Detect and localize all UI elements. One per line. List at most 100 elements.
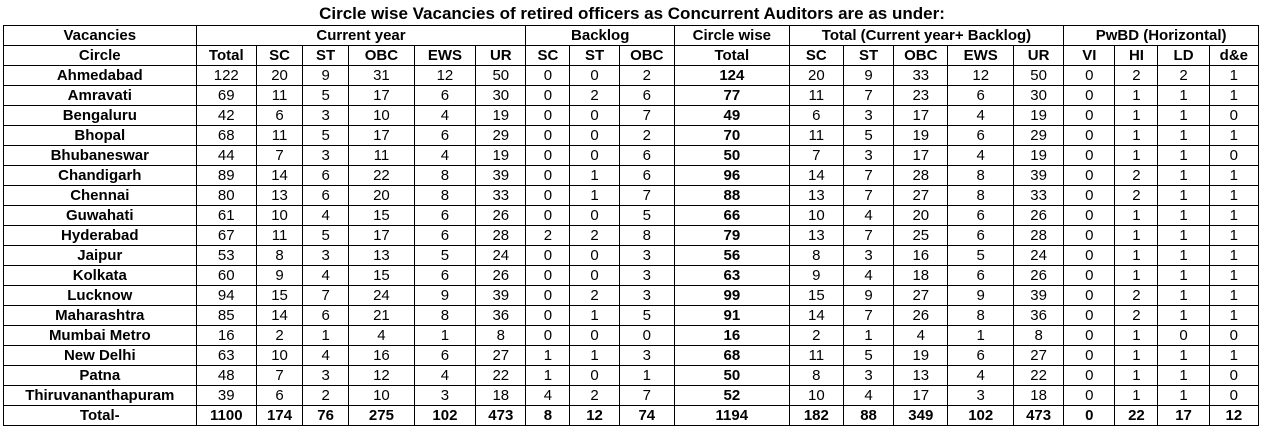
table-row: Mumbai Metro 16 2 1 4 1 8 0 0 0 16 2 1 4 1 8 0 1 0 0 <box>3 325 1260 346</box>
table-cell: 20 <box>893 205 949 226</box>
table-cell: 21 <box>348 305 415 326</box>
table-cell: 10 <box>255 345 304 366</box>
table-cell: 0 <box>1063 265 1116 286</box>
group-header-row: Vacancies Current year Backlog Circle wi… <box>3 25 1259 46</box>
table-cell: 85 <box>195 305 257 326</box>
table-cell: 4 <box>947 145 1014 166</box>
table-cell: 30 <box>1012 85 1065 106</box>
table-cell: 17 <box>348 225 415 246</box>
table-cell: 63 <box>195 345 257 366</box>
table-cell: 11 <box>348 145 415 166</box>
table-cell: 66 <box>673 205 790 226</box>
table-cell: 9 <box>947 285 1014 306</box>
table-cell: 17 <box>893 105 949 126</box>
table-cell: 18 <box>1012 385 1065 406</box>
table-cell: 39 <box>1012 165 1065 186</box>
table-cell: 6 <box>618 85 675 106</box>
table-cell: 8 <box>413 165 477 186</box>
table-cell: 4 <box>893 325 949 346</box>
total-cell: 17 <box>1157 405 1210 426</box>
table-cell: 2 <box>255 325 304 346</box>
total-cell: 12 <box>569 405 620 426</box>
table-cell: 1 <box>569 185 620 206</box>
table-cell: 1 <box>1157 365 1210 386</box>
table-cell: 0 <box>1063 285 1116 306</box>
table-cell: 3 <box>842 365 895 386</box>
table-cell: 0 <box>1208 145 1260 166</box>
table-cell: 11 <box>788 345 844 366</box>
table-cell: 0 <box>1063 105 1116 126</box>
table-cell: 80 <box>195 185 257 206</box>
table-cell: 77 <box>673 85 790 106</box>
table-cell: 3 <box>302 105 350 126</box>
table-cell: 4 <box>525 385 571 406</box>
table-cell: 36 <box>475 305 527 326</box>
table-cell: 1 <box>1208 65 1260 86</box>
table-cell: 13 <box>788 225 844 246</box>
table-cell: 0 <box>569 265 620 286</box>
table-cell: 4 <box>302 265 350 286</box>
table-cell: 2 <box>1157 65 1210 86</box>
table-cell: 5 <box>302 85 350 106</box>
table-cell: 5 <box>947 245 1014 266</box>
table-row: Ahmedabad 122 20 9 31 12 50 0 0 2 124 20 9 33 12 50 0 2 2 1 <box>3 65 1260 86</box>
table-cell: 1 <box>413 325 477 346</box>
table-cell: 19 <box>475 145 527 166</box>
table-cell: 5 <box>302 125 350 146</box>
table-cell: 1 <box>1114 265 1159 286</box>
table-cell: 0 <box>569 365 620 386</box>
table-cell: 4 <box>302 205 350 226</box>
table-cell: 0 <box>1063 365 1116 386</box>
table-cell: 1 <box>1157 245 1210 266</box>
table-cell: 3 <box>618 265 675 286</box>
table-cell: 63 <box>673 265 790 286</box>
table-row: Bengaluru 42 6 3 10 4 19 0 0 7 49 6 3 17 4 19 0 1 1 0 <box>3 105 1260 126</box>
table-cell: 42 <box>195 105 257 126</box>
table-cell: 2 <box>618 65 675 86</box>
table-cell: 4 <box>413 145 477 166</box>
table-cell: 1 <box>1208 265 1260 286</box>
table-cell: 8 <box>413 305 477 326</box>
table-cell: 11 <box>255 225 304 246</box>
table-cell: 28 <box>893 165 949 186</box>
circle-name-cell: Maharashtra <box>3 305 197 326</box>
table-row: Guwahati 61 10 4 15 6 26 0 0 5 66 10 4 20 6 26 0 1 1 1 <box>3 205 1260 226</box>
total-cell: 349 <box>893 405 949 426</box>
table-cell: 4 <box>947 365 1014 386</box>
total-cell: 0 <box>1063 405 1116 426</box>
table-cell: 27 <box>893 185 949 206</box>
table-cell: 2 <box>569 285 620 306</box>
table-cell: 122 <box>195 65 257 86</box>
table-cell: 1 <box>1208 185 1260 206</box>
table-cell: 3 <box>618 285 675 306</box>
column-header: Total <box>673 45 790 66</box>
table-cell: 1 <box>1157 205 1210 226</box>
table-cell: 12 <box>947 65 1014 86</box>
table-cell: 50 <box>673 145 790 166</box>
table-cell: 9 <box>302 65 350 86</box>
total-cell: 102 <box>413 405 477 426</box>
table-cell: 44 <box>195 145 257 166</box>
table-cell: 22 <box>475 365 527 386</box>
table-cell: 2 <box>525 225 571 246</box>
table-cell: 1 <box>1157 305 1210 326</box>
table-cell: 8 <box>788 245 844 266</box>
table-cell: 7 <box>618 385 675 406</box>
table-cell: 0 <box>525 65 571 86</box>
table-cell: 0 <box>525 305 571 326</box>
table-cell: 24 <box>1012 245 1065 266</box>
table-cell: 9 <box>413 285 477 306</box>
table-cell: 2 <box>569 85 620 106</box>
table-cell: 26 <box>475 265 527 286</box>
table-cell: 8 <box>947 185 1014 206</box>
table-cell: 0 <box>569 325 620 346</box>
table-cell: 26 <box>1012 205 1065 226</box>
table-cell: 0 <box>1063 325 1116 346</box>
table-cell: 14 <box>788 305 844 326</box>
total-cell: 22 <box>1114 405 1159 426</box>
table-row: Hyderabad 67 11 5 17 6 28 2 2 8 79 13 7 25 6 28 0 1 1 1 <box>3 225 1260 246</box>
table-cell: 68 <box>673 345 790 366</box>
column-header: LD <box>1157 45 1210 66</box>
table-cell: 9 <box>842 65 895 86</box>
table-cell: 1 <box>1114 245 1159 266</box>
